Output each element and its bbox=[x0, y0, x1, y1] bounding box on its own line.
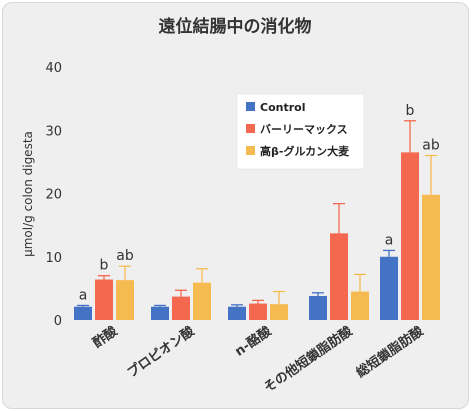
y-tick-label: 20 bbox=[45, 188, 62, 203]
y-axis-ticks: 0 10 20 30 40 bbox=[45, 61, 62, 329]
significance-label: b bbox=[406, 103, 415, 119]
bar bbox=[270, 304, 288, 320]
bar bbox=[74, 306, 92, 320]
bar bbox=[401, 152, 419, 320]
bar bbox=[95, 279, 113, 320]
legend-entry: バーリーマックス bbox=[260, 123, 348, 136]
legend-entry: 高β-グルカン大麦 bbox=[260, 144, 350, 158]
x-tick-label: その他短鎖脂肪酸 bbox=[261, 323, 356, 396]
y-axis-label: μmol/g colon digesta bbox=[21, 131, 35, 257]
bar bbox=[330, 233, 348, 320]
x-tick-label: プロピオン酸 bbox=[124, 323, 198, 381]
legend-swatch bbox=[246, 102, 255, 111]
bar bbox=[228, 306, 246, 320]
legend-swatch bbox=[246, 146, 255, 155]
x-tick-label: n-酪酸 bbox=[232, 323, 275, 360]
chart-title: 遠位結腸中の消化物 bbox=[159, 16, 312, 37]
bar bbox=[380, 256, 398, 320]
significance-label: ab bbox=[116, 248, 134, 264]
bar bbox=[151, 306, 169, 320]
legend-entry: Control bbox=[260, 101, 305, 114]
y-tick-label: 30 bbox=[45, 124, 62, 139]
y-tick-label: 40 bbox=[45, 61, 62, 76]
x-tick-label: 総短鎖脂肪酸 bbox=[353, 323, 427, 381]
significance-label: b bbox=[100, 258, 109, 274]
x-tick-label: 酢酸 bbox=[90, 323, 121, 352]
bar bbox=[193, 282, 211, 320]
y-tick-label: 10 bbox=[45, 251, 62, 266]
bar bbox=[116, 280, 134, 320]
legend-swatch bbox=[246, 124, 255, 133]
legend-box bbox=[236, 93, 365, 170]
bar bbox=[351, 291, 369, 320]
y-tick-label: 0 bbox=[54, 314, 62, 329]
significance-label: a bbox=[385, 232, 394, 248]
bar bbox=[172, 296, 190, 320]
significance-label: ab bbox=[422, 138, 440, 154]
bar bbox=[249, 303, 267, 320]
significance-label: a bbox=[79, 287, 88, 303]
bar bbox=[309, 295, 327, 320]
bar bbox=[422, 194, 440, 320]
